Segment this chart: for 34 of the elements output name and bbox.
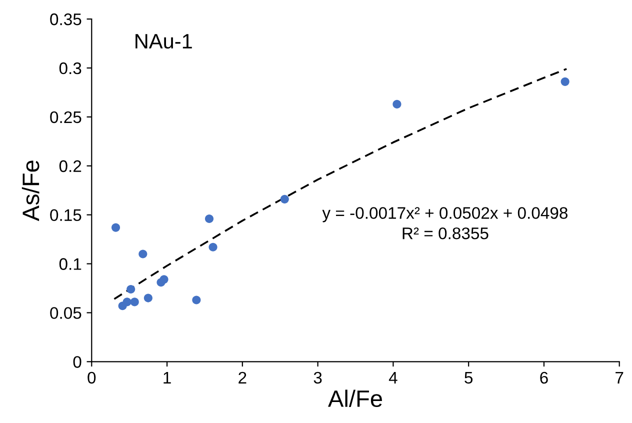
y-tick-label: 0 [73,356,82,368]
y-axis-title: As/Fe [22,160,40,222]
point [204,214,214,224]
y-tick-label: 0.1 [59,258,82,270]
annotation: y = -0.0017x² + 0.0502x + 0.0498 R² = 0.8355 [322,207,568,240]
point [392,100,402,108]
x-tick-label: 7 [616,372,624,384]
x-tick-label: 1 [164,372,171,384]
point [280,194,289,204]
point [560,77,570,86]
x-axis-title: Al/Fe [328,390,382,408]
x-tick-label: 3 [314,372,322,384]
x-tick-label: 0 [88,372,96,384]
point [130,298,139,306]
y-tick-label: 0.35 [50,13,82,26]
point [126,284,136,294]
x-tick-label: 2 [238,372,246,384]
x-tick-label: 6 [540,372,548,384]
point [122,298,132,306]
x-tick-label: 5 [464,372,473,384]
annotation: NAu-1 [136,34,192,49]
y-tick-label: 0.25 [50,111,82,124]
line-series [113,68,568,300]
point [138,250,148,258]
y-tick-label: 0.15 [50,209,82,222]
y-tick-label: 0.3 [59,62,82,74]
point [192,296,201,304]
point [111,223,120,232]
x-tick-label: 4 [388,372,398,384]
y-tick-label: 0.05 [50,307,82,319]
y-tick-label: 0.2 [59,160,82,172]
point [160,275,168,284]
point [144,294,152,302]
point [208,242,218,252]
